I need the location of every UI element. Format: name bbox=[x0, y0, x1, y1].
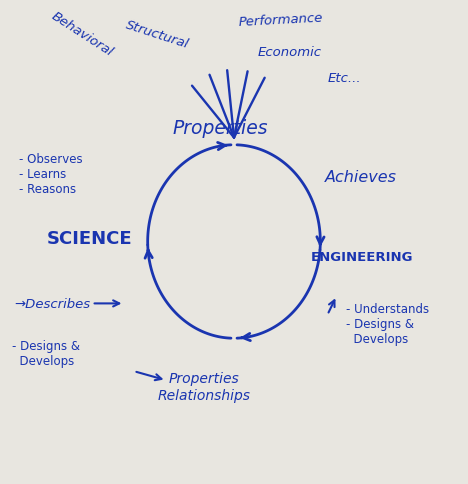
Text: Achieves: Achieves bbox=[325, 169, 397, 184]
Text: ENGINEERING: ENGINEERING bbox=[311, 251, 414, 264]
Text: Properties
Relationships: Properties Relationships bbox=[157, 372, 250, 402]
Text: - Understands
- Designs &
  Develops: - Understands - Designs & Develops bbox=[346, 302, 429, 346]
Text: Properties: Properties bbox=[172, 119, 268, 138]
Text: Structural: Structural bbox=[124, 18, 190, 51]
Text: →Describes: →Describes bbox=[15, 297, 91, 310]
Text: SCIENCE: SCIENCE bbox=[46, 229, 132, 248]
Text: Economic: Economic bbox=[258, 46, 322, 59]
Text: Behavioral: Behavioral bbox=[49, 10, 116, 59]
Text: - Observes
- Learns
- Reasons: - Observes - Learns - Reasons bbox=[19, 153, 83, 196]
Text: Performance: Performance bbox=[238, 11, 323, 29]
Text: - Designs &
  Develops: - Designs & Develops bbox=[12, 339, 80, 367]
Text: Etc...: Etc... bbox=[327, 72, 361, 84]
